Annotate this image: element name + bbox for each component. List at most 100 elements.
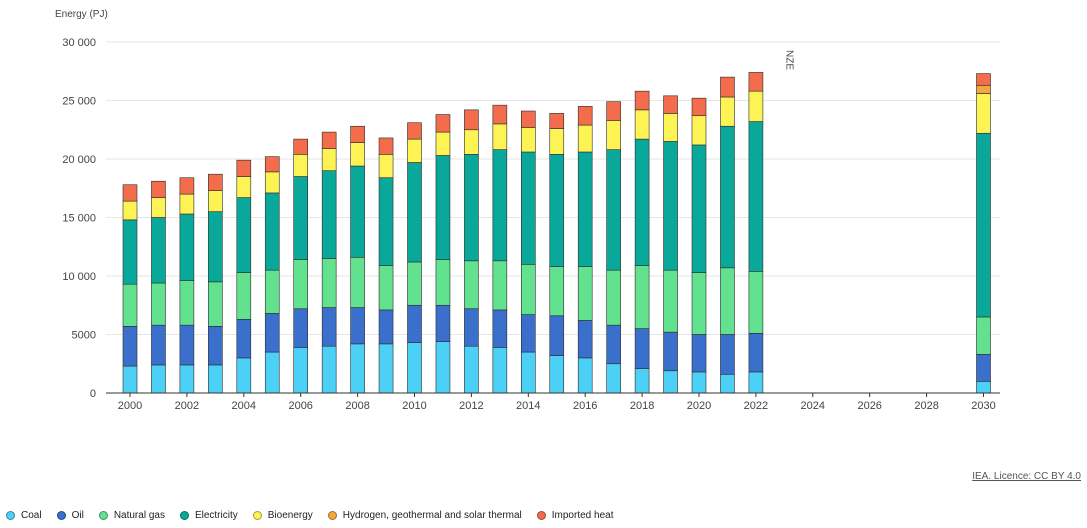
bar-stack: [179, 177, 195, 394]
bar-segment: [663, 269, 678, 333]
bar-segment: [350, 125, 365, 143]
legend-item[interactable]: Hydrogen, geothermal and solar thermal: [327, 510, 522, 521]
bar-segment: [577, 320, 593, 359]
bar-stack: [720, 76, 735, 394]
bar-stack: [520, 110, 536, 394]
y-axis-label: Energy (PJ): [55, 9, 108, 20]
bar-segment: [208, 281, 223, 327]
bar-stack: [151, 180, 166, 394]
bar-segment: [122, 200, 138, 221]
bar-segment: [976, 84, 991, 94]
bar-segment: [606, 149, 621, 271]
bar-segment: [634, 90, 650, 111]
bar-segment: [208, 364, 223, 394]
bar-segment: [321, 258, 337, 308]
bar-segment: [179, 324, 195, 366]
bar-stack: [464, 109, 479, 394]
bar-segment: [151, 217, 166, 284]
bar-segment: [179, 177, 195, 195]
bar-segment: [549, 154, 565, 267]
legend-item[interactable]: Electricity: [179, 510, 238, 521]
bar-segment: [407, 122, 422, 140]
bar-segment: [350, 307, 365, 345]
y-tick-label: 15 000: [62, 213, 96, 225]
bar-segment: [549, 113, 565, 129]
legend-item[interactable]: Coal: [6, 510, 42, 521]
bar-segment: [208, 326, 223, 366]
bar-segment: [577, 266, 593, 321]
bar-segment: [492, 123, 508, 150]
bar-segment: [748, 72, 764, 92]
bar-stack: [264, 156, 280, 394]
legend-label: Electricity: [194, 510, 238, 521]
bar-segment: [577, 357, 593, 394]
bar-segment: [464, 129, 479, 155]
bar-segment: [492, 260, 508, 311]
bar-stack: [350, 125, 365, 394]
bar-segment: [151, 364, 166, 394]
bar-segment: [350, 343, 365, 394]
bar-segment: [464, 260, 479, 310]
bars: [122, 72, 991, 394]
y-tick-label: 0: [90, 388, 96, 400]
bar-segment: [407, 342, 422, 394]
bar-stack: [663, 95, 678, 394]
bar-segment: [720, 334, 735, 375]
legend-swatch: [98, 511, 108, 520]
bar-segment: [179, 364, 195, 394]
bar-segment: [293, 347, 309, 394]
bar-segment: [151, 324, 166, 366]
legend: Coal Oil Natural gas Electricity Bioenergy Hy…: [6, 510, 628, 521]
bar-segment: [407, 304, 422, 343]
y-tick-label: 30 000: [62, 37, 96, 49]
x-tick-label: 2008: [345, 400, 369, 412]
y-tick-label: 25 000: [62, 96, 96, 108]
bar-segment: [577, 106, 593, 126]
legend-swatch: [6, 511, 15, 520]
bar-segment: [748, 90, 764, 122]
x-tick-label: 2000: [118, 400, 142, 412]
bar-segment: [122, 365, 138, 394]
bar-segment: [492, 104, 508, 125]
x-tick-label: 2028: [914, 400, 938, 412]
bar-segment: [549, 128, 565, 155]
bar-stack: [691, 97, 707, 394]
legend-item[interactable]: Bioenergy: [252, 510, 313, 521]
bar-segment: [435, 341, 451, 394]
bar-segment: [577, 151, 593, 267]
y-axis-ticks: 0 5000 10 000 15 000 20 000 25 000 30 000: [62, 37, 96, 400]
bar-segment: [236, 357, 252, 394]
y-tick-label: 10 000: [62, 271, 96, 283]
bar-segment: [378, 343, 394, 394]
bar-segment: [321, 307, 337, 347]
bar-segment: [492, 149, 508, 262]
bar-segment: [520, 151, 536, 265]
bar-segment: [208, 211, 223, 283]
x-tick-label: 2012: [459, 400, 483, 412]
bar-segment: [748, 371, 764, 394]
x-tick-label: 2010: [402, 400, 426, 412]
bar-segment: [549, 355, 565, 394]
legend-item[interactable]: Natural gas: [98, 510, 165, 521]
bar-segment: [549, 315, 565, 356]
bar-segment: [691, 144, 707, 273]
x-tick-label: 2016: [573, 400, 597, 412]
bar-segment: [663, 331, 678, 372]
bar-segment: [236, 272, 252, 320]
bar-segment: [378, 265, 394, 311]
source-licence-link[interactable]: IEA. Licence: CC BY 4.0: [972, 471, 1081, 482]
bar-segment: [407, 261, 422, 306]
bar-segment: [378, 309, 394, 345]
legend-item[interactable]: Oil: [56, 510, 84, 521]
bar-segment: [435, 114, 451, 133]
x-tick-label: 2006: [288, 400, 312, 412]
bar-stack: [293, 138, 309, 394]
bar-segment: [492, 347, 508, 394]
bar-segment: [350, 256, 365, 308]
bar-segment: [976, 73, 991, 86]
legend-item[interactable]: Imported heat: [536, 510, 613, 521]
bar-segment: [720, 267, 735, 335]
bar-segment: [549, 266, 565, 317]
bar-segment: [634, 109, 650, 140]
bar-segment: [748, 333, 764, 373]
